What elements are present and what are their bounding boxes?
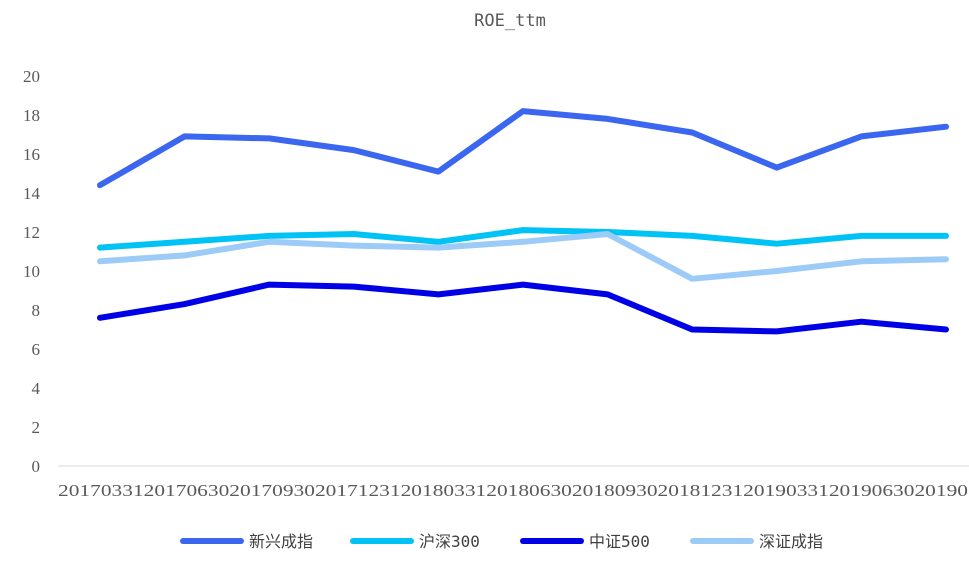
series-group [97,108,949,335]
y-tick-label: 4 [32,379,41,398]
legend-label-4: 深证成指 [759,532,823,551]
series-line-1 [97,108,949,189]
series-line-2 [97,227,949,251]
y-tick-label: 20 [23,67,40,86]
legend: 新兴成指 沪深300 中证500 深证成指 [180,532,823,551]
y-tick-label: 0 [32,457,41,476]
legend-label-3: 中证500 [589,532,650,551]
y-tick-label: 2 [32,418,41,437]
y-tick-label: 14 [23,184,41,203]
series-line-3 [97,281,949,335]
chart-title: ROE_ttm [474,11,546,31]
y-tick-label: 18 [23,106,40,125]
legend-label-2: 沪深300 [419,532,480,551]
y-tick-label: 12 [23,223,40,242]
y-tick-label: 16 [23,145,40,164]
y-tick-label: 10 [23,262,40,281]
legend-label-1: 新兴成指 [249,532,313,551]
y-tick-label: 6 [32,340,41,359]
y-tick-label: 8 [32,301,41,320]
y-axis: 0 2 4 6 8 10 12 14 16 18 20 [23,67,41,476]
series-line-4 [97,231,949,282]
x-tick-labels: 2017033120170630201709302017123120180331… [58,481,968,500]
